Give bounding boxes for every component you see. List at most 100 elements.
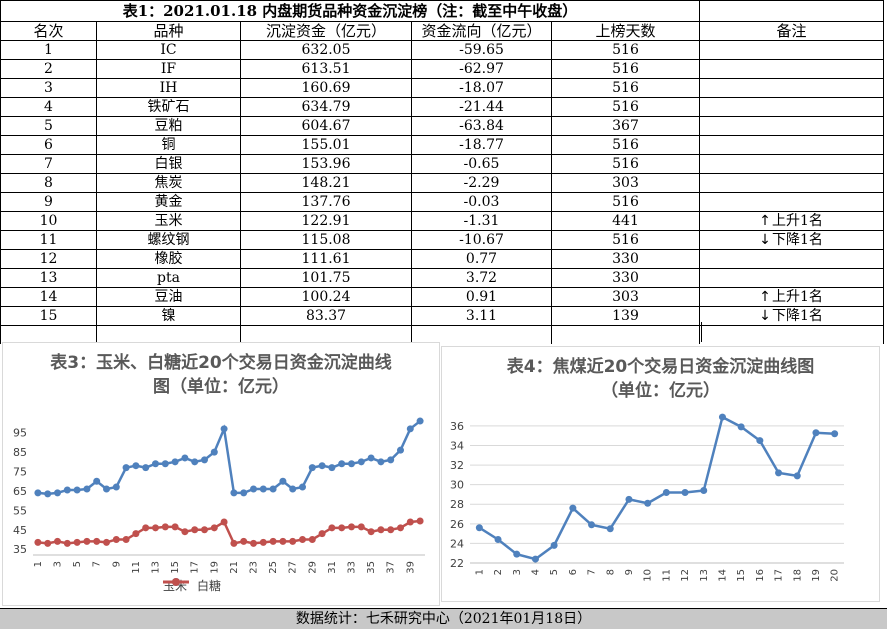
data-point: [681, 488, 689, 496]
x-tick-label: 17: [774, 569, 785, 582]
cell-capital: 148.21: [240, 173, 412, 193]
data-point: [142, 464, 150, 472]
y-tick-label: 65: [13, 485, 27, 498]
cell-name: 橡胶: [96, 249, 241, 269]
legend-marker-sugar: [163, 578, 189, 586]
data-point: [103, 538, 110, 546]
data-point: [318, 530, 326, 538]
cell-divider: [701, 322, 702, 342]
cell-capital: 100.24: [240, 287, 412, 307]
cell-days: 516: [551, 78, 700, 98]
data-point: [132, 530, 140, 538]
data-point: [348, 460, 355, 468]
rank-change-note: 下降1名: [772, 232, 823, 248]
data-point: [240, 489, 248, 497]
data-point: [513, 550, 521, 558]
data-point: [83, 537, 91, 545]
cell-rank: 4: [0, 97, 97, 117]
data-point: [181, 454, 189, 462]
data-point: [662, 488, 670, 496]
data-point: [367, 528, 375, 536]
table-row: 1 IC 632.05 -59.65 516: [0, 40, 884, 60]
x-tick-label: 9: [111, 561, 122, 567]
data-point: [210, 524, 218, 532]
column-header: 沉淀资金（亿元）: [240, 21, 412, 41]
data-point: [494, 535, 502, 543]
x-tick-label: 23: [249, 561, 260, 574]
cell-flow: -62.97: [411, 59, 552, 79]
x-tick-label: 1: [474, 569, 485, 575]
cell-days: 367: [551, 116, 700, 136]
data-point: [54, 537, 61, 545]
data-point: [357, 523, 365, 531]
column-header: 品种: [96, 21, 241, 41]
cell-flow: -21.44: [411, 97, 552, 117]
data-point: [181, 528, 189, 536]
data-point: [63, 539, 71, 547]
data-point: [416, 517, 424, 525]
x-tick-label: 39: [405, 561, 416, 574]
cell-note: [699, 268, 884, 288]
rank-change-note: 下降1名: [772, 308, 823, 324]
cell-flow: 3.11: [411, 306, 552, 326]
cell-capital: 632.05: [240, 40, 412, 60]
cell-note: ↑上升1名: [699, 287, 884, 307]
y-tick-label: 75: [13, 466, 27, 479]
data-point: [259, 538, 267, 546]
data-point: [348, 523, 355, 531]
data-point: [416, 417, 424, 425]
data-point: [531, 555, 539, 563]
table-row: 10 玉米 122.91 -1.31 441 ↑上升1名: [0, 211, 884, 231]
column-header: 资金流向（亿元）: [411, 21, 552, 41]
data-point: [171, 458, 179, 466]
data-point: [367, 454, 375, 462]
cell-note: ↓下降1名: [699, 306, 884, 326]
data-point: [328, 524, 336, 532]
x-tick-label: 19: [811, 569, 822, 582]
cell-note: [699, 135, 884, 155]
cell-note: [699, 173, 884, 193]
legend-item-sugar: 白糖: [163, 577, 221, 594]
cell-name: 黄金: [96, 192, 241, 212]
y-tick-label: 34: [450, 439, 464, 452]
cell-rank: 13: [0, 268, 97, 288]
data-point: [328, 464, 336, 472]
data-point: [397, 524, 404, 532]
cell-empty: [699, 325, 884, 344]
cell-rank: 15: [0, 306, 97, 326]
y-tick-label: 28: [450, 498, 464, 511]
cell-flow: -59.65: [411, 40, 552, 60]
x-tick-label: 31: [327, 561, 338, 574]
cell-days: 516: [551, 97, 700, 117]
data-point: [34, 489, 42, 497]
data-point: [54, 489, 61, 497]
cell-days: 516: [551, 40, 700, 60]
x-tick-label: 18: [792, 569, 803, 582]
x-tick-label: 21: [229, 561, 240, 574]
table-row: 8 焦炭 148.21 -2.29 303: [0, 173, 884, 193]
cell-capital: 634.79: [240, 97, 412, 117]
data-point: [112, 535, 120, 543]
capital-ranking-table: 表1：2021.01.18 内盘期货品种资金沉淀榜（注：截至中午收盘） 名次 品种…: [0, 0, 884, 344]
cell-empty: [240, 325, 412, 344]
table-row: 11 螺纹钢 115.08 -10.67 516 ↓下降1名: [0, 230, 884, 250]
x-tick-label: 7: [587, 569, 598, 575]
x-tick-label: 13: [699, 569, 710, 582]
cell-days: 441: [551, 211, 700, 231]
cell-empty: [411, 325, 552, 344]
cell-capital: 604.67: [240, 116, 412, 136]
y-tick-label: 35: [13, 543, 27, 556]
cell-name: 铁矿石: [96, 97, 241, 117]
data-point: [73, 538, 81, 546]
data-point: [289, 537, 297, 545]
cell-capital: 137.76: [240, 192, 412, 212]
cell-rank: 1: [0, 40, 97, 60]
data-point: [793, 472, 801, 480]
cell-name: 螺纹钢: [96, 230, 241, 250]
cell-days: 303: [551, 173, 700, 193]
x-tick-label: 11: [661, 569, 672, 582]
data-point: [718, 413, 726, 421]
x-tick-label: 9: [624, 569, 635, 575]
cell-note: [699, 249, 884, 269]
cell-days: 516: [551, 154, 700, 174]
